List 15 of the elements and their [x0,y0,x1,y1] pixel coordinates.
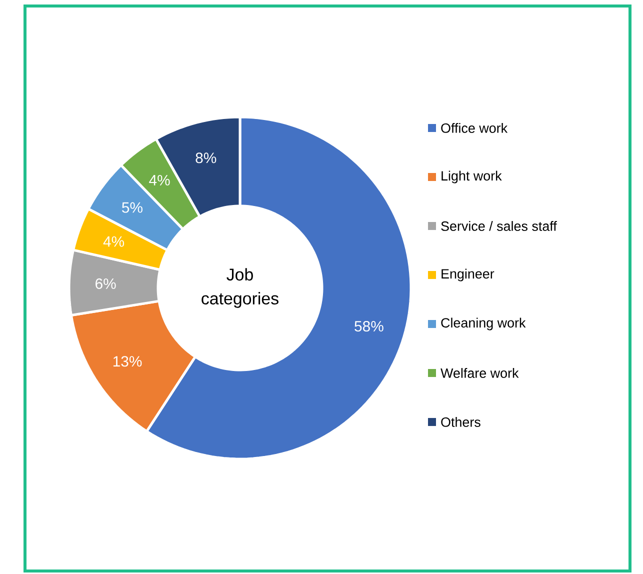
data-label: 4% [103,236,124,247]
data-label: 8% [196,152,216,164]
data-label: 5% [122,202,142,213]
legend-label: Others [441,417,480,427]
legend-label: Service / sales staff [441,221,557,231]
data-label: 6% [96,278,116,289]
data-label: 13% [113,356,142,367]
data-label: 58% [354,320,384,332]
legend-label: Office work [441,123,508,133]
data-label: 4% [149,174,170,186]
legend-label: Engineer [442,268,494,282]
legend-label: Cleaning work [441,318,526,330]
legend-label: Light work [442,170,502,184]
legend-label: Welfare work [440,368,519,378]
text: Job categories [202,268,278,308]
